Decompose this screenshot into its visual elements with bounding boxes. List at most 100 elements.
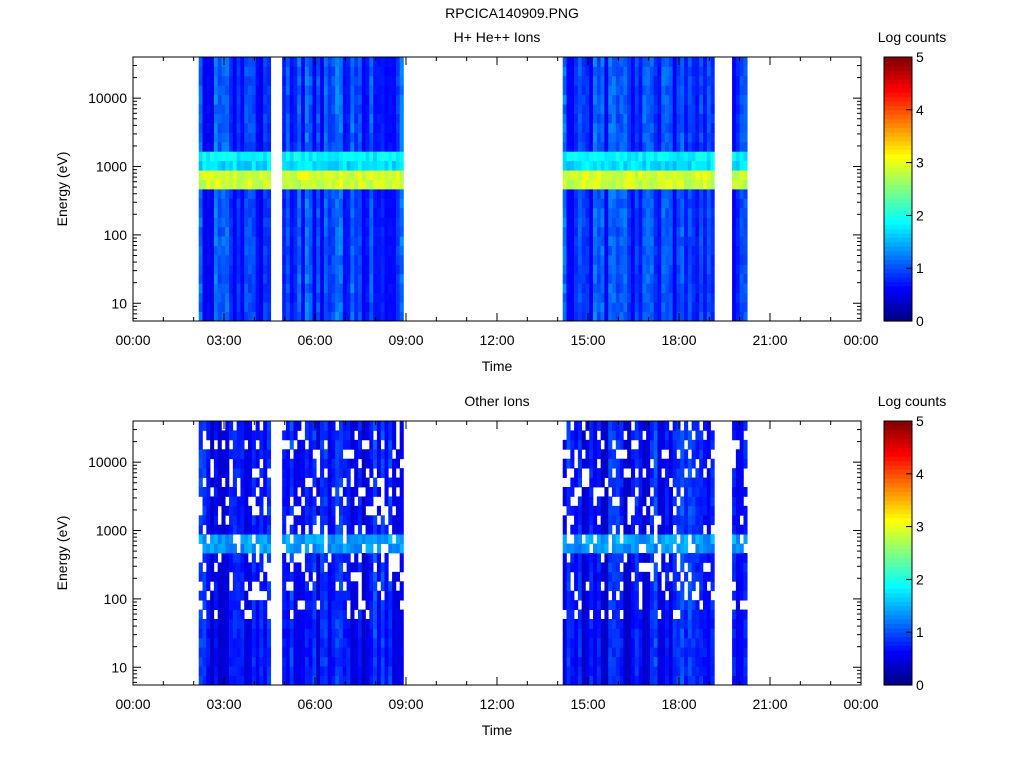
heatmap-cell [369, 534, 374, 544]
heatmap-cell [672, 581, 677, 592]
heatmap-cell [240, 637, 245, 648]
heatmap-cell [339, 609, 344, 620]
heatmap-cell [285, 217, 291, 228]
heatmap-cell [350, 421, 355, 431]
heatmap-cell [661, 430, 666, 441]
heatmap-cell [289, 198, 294, 209]
heatmap-cell [327, 571, 332, 582]
heatmap-cell [266, 421, 272, 431]
heatmap-cell [653, 57, 658, 67]
heatmap-cell [304, 458, 309, 469]
heatmap-cell [646, 421, 651, 431]
heatmap-cell [676, 666, 681, 676]
heatmap-cell [619, 553, 624, 563]
heatmap-cell [335, 619, 340, 629]
heatmap-cell [342, 666, 347, 676]
heatmap-cell [615, 487, 620, 497]
heatmap-cell [240, 477, 245, 488]
heatmap-cell [335, 430, 340, 441]
heatmap-cell [608, 302, 613, 312]
heatmap-cell [593, 198, 598, 209]
heatmap-cell [649, 189, 655, 199]
heatmap-cell [217, 637, 222, 648]
heatmap-cell [680, 675, 685, 686]
heatmap-cell [623, 571, 628, 582]
heatmap-cell [213, 132, 218, 143]
heatmap-cell [297, 515, 302, 526]
heatmap-cell [392, 245, 397, 256]
heatmap-cell [600, 590, 605, 601]
heatmap-cell [577, 628, 582, 639]
heatmap-cell [638, 104, 643, 114]
heatmap-cell [232, 647, 237, 658]
heatmap-cell [248, 302, 253, 312]
heatmap-cell [589, 468, 594, 478]
heatmap-cell [657, 85, 662, 96]
heatmap-cell [373, 273, 378, 284]
heatmap-cell [308, 439, 313, 450]
heatmap-cell [266, 458, 272, 469]
heatmap-cell [357, 113, 363, 124]
heatmap-cell [687, 505, 692, 516]
heatmap-cell [312, 179, 317, 190]
heatmap-cell [604, 217, 609, 228]
heatmap-cell [369, 94, 374, 105]
heatmap-cell [695, 311, 700, 322]
heatmap-cell [604, 273, 609, 284]
heatmap-cell [335, 666, 340, 676]
heatmap-cell [684, 170, 689, 180]
heatmap-cell [665, 430, 670, 441]
heatmap-cell [581, 236, 586, 246]
heatmap-cell [251, 637, 256, 648]
heatmap-cell [373, 619, 378, 629]
heatmap-cell [202, 675, 207, 686]
heatmap-cell [684, 553, 689, 563]
heatmap-cell [710, 104, 715, 114]
heatmap-cell [388, 198, 393, 209]
heatmap-cell [263, 534, 268, 544]
heatmap-cell [612, 292, 617, 303]
heatmap-cell [369, 421, 374, 431]
heatmap-cell [293, 571, 298, 582]
heatmap-cell [589, 160, 594, 171]
heatmap-cell [320, 85, 325, 96]
heatmap-cell [668, 628, 673, 639]
heatmap-cell [342, 198, 347, 209]
heatmap-cell [399, 439, 404, 450]
heatmap-cell [198, 264, 203, 275]
heatmap-cell [596, 160, 601, 171]
heatmap-cell [266, 94, 272, 105]
heatmap-cell [706, 57, 711, 67]
heatmap-cell [699, 66, 704, 77]
heatmap-cell [213, 675, 218, 686]
heatmap-cell [248, 458, 253, 469]
heatmap-cell [376, 170, 382, 180]
heatmap-cell [263, 675, 268, 686]
heatmap-cell [259, 255, 264, 265]
heatmap-cell [703, 179, 708, 190]
heatmap-cell [240, 302, 245, 312]
heatmap-cell [585, 534, 590, 544]
heatmap-cell [596, 581, 601, 592]
heatmap-cell [369, 179, 374, 190]
heatmap-cell [285, 477, 291, 488]
heatmap-cell [361, 94, 366, 105]
heatmap-cell [619, 236, 624, 246]
heatmap-cell [357, 273, 363, 284]
heatmap-cell [649, 600, 655, 610]
heatmap-cell [630, 75, 636, 86]
heatmap-cell [308, 421, 313, 431]
heatmap-cell [327, 534, 332, 544]
heatmap-cell [585, 666, 590, 676]
heatmap-cell [229, 170, 234, 180]
heatmap-cell [691, 236, 696, 246]
heatmap-cell [312, 609, 317, 620]
heatmap-cell [225, 302, 230, 312]
heatmap-cell [570, 458, 575, 469]
heatmap-cell [297, 283, 302, 294]
heatmap-cell [255, 496, 260, 507]
heatmap-cell [646, 430, 651, 441]
heatmap-cell [630, 302, 636, 312]
heatmap-cell [703, 226, 708, 237]
heatmap-cell [743, 132, 748, 143]
